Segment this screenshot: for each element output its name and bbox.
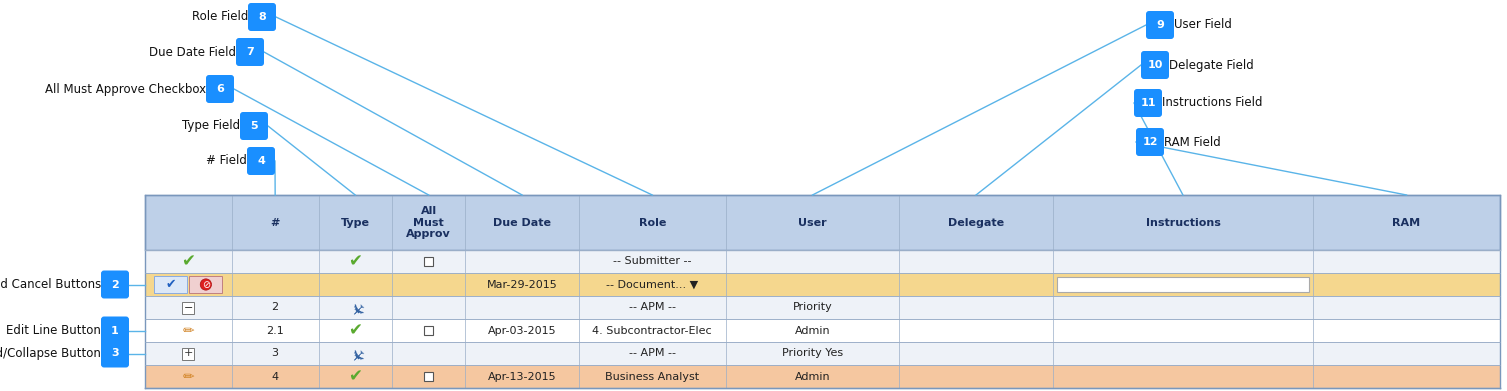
FancyBboxPatch shape xyxy=(249,3,276,31)
FancyBboxPatch shape xyxy=(237,38,264,66)
Bar xyxy=(145,365,1499,388)
FancyBboxPatch shape xyxy=(247,147,274,175)
Text: Admin: Admin xyxy=(794,325,830,335)
Text: 4. Subcontractor-Elec: 4. Subcontractor-Elec xyxy=(592,325,713,335)
Text: Admin: Admin xyxy=(794,371,830,382)
Text: ✏: ✏ xyxy=(182,323,194,337)
Text: −: − xyxy=(184,303,193,312)
Text: ✏: ✏ xyxy=(182,369,194,384)
Text: Save and Cancel Buttons: Save and Cancel Buttons xyxy=(0,278,101,291)
FancyBboxPatch shape xyxy=(240,112,268,140)
Text: RAM Field: RAM Field xyxy=(1163,136,1221,149)
Text: User Field: User Field xyxy=(1174,18,1231,32)
Text: #: # xyxy=(270,217,280,228)
Text: Due Date: Due Date xyxy=(493,217,552,228)
Text: 10: 10 xyxy=(1147,60,1163,70)
Text: All
Must
Approv: All Must Approv xyxy=(407,206,451,239)
Text: 8: 8 xyxy=(258,12,265,22)
Text: ✔: ✔ xyxy=(348,321,362,339)
Text: Role Field: Role Field xyxy=(191,11,249,23)
Text: Delegate Field: Delegate Field xyxy=(1169,59,1254,72)
Text: Instructions: Instructions xyxy=(1145,217,1221,228)
Bar xyxy=(423,257,433,266)
Text: Delegate: Delegate xyxy=(948,217,1004,228)
Text: -- APM --: -- APM -- xyxy=(628,303,675,312)
Text: 9: 9 xyxy=(1156,20,1163,30)
Bar xyxy=(190,276,223,292)
Text: ✈: ✈ xyxy=(344,296,366,319)
Bar xyxy=(145,296,1499,319)
Bar xyxy=(182,301,194,314)
Text: 12: 12 xyxy=(1142,137,1157,147)
Text: Edit Line Button: Edit Line Button xyxy=(6,324,101,337)
Text: 4: 4 xyxy=(258,156,265,166)
Text: 5: 5 xyxy=(250,121,258,131)
Text: Expand/Collapse Button: Expand/Collapse Button xyxy=(0,347,101,360)
Text: Mar-29-2015: Mar-29-2015 xyxy=(487,280,558,289)
Text: Role: Role xyxy=(639,217,666,228)
FancyBboxPatch shape xyxy=(101,271,130,298)
Text: ✔: ✔ xyxy=(348,253,362,271)
Bar xyxy=(145,319,1499,342)
Text: -- Document... ▼: -- Document... ▼ xyxy=(606,280,698,289)
Text: 2: 2 xyxy=(271,303,279,312)
Text: ⊘: ⊘ xyxy=(202,280,209,289)
Text: 3: 3 xyxy=(271,348,279,359)
Text: ✔: ✔ xyxy=(348,368,362,386)
Text: ✔: ✔ xyxy=(166,278,176,291)
Text: User: User xyxy=(799,217,827,228)
Text: Priority Yes: Priority Yes xyxy=(782,348,842,359)
Bar xyxy=(145,273,1499,296)
Circle shape xyxy=(200,279,211,290)
FancyBboxPatch shape xyxy=(101,316,130,344)
Bar xyxy=(145,195,1499,250)
Text: 1: 1 xyxy=(112,325,119,335)
FancyBboxPatch shape xyxy=(206,75,234,103)
Bar xyxy=(145,342,1499,365)
Text: -- Submitter --: -- Submitter -- xyxy=(613,256,692,267)
Text: Type: Type xyxy=(341,217,369,228)
Text: 11: 11 xyxy=(1141,98,1156,108)
FancyBboxPatch shape xyxy=(101,339,130,368)
Text: 2: 2 xyxy=(112,280,119,289)
Text: 3: 3 xyxy=(112,348,119,359)
Text: ✔: ✔ xyxy=(181,253,196,271)
Text: RAM: RAM xyxy=(1392,217,1421,228)
Bar xyxy=(182,348,194,359)
Text: Instructions Field: Instructions Field xyxy=(1162,97,1263,109)
FancyBboxPatch shape xyxy=(1141,51,1169,79)
Text: 6: 6 xyxy=(216,84,225,94)
Text: Apr-13-2015: Apr-13-2015 xyxy=(488,371,556,382)
Bar xyxy=(145,250,1499,273)
Text: Type Field: Type Field xyxy=(182,120,240,133)
Text: 2.1: 2.1 xyxy=(267,325,283,335)
Text: 7: 7 xyxy=(246,47,253,57)
Text: Business Analyst: Business Analyst xyxy=(606,371,699,382)
Text: +: + xyxy=(184,348,193,359)
Text: 4: 4 xyxy=(271,371,279,382)
FancyBboxPatch shape xyxy=(1145,11,1174,39)
Text: ✈: ✈ xyxy=(344,342,366,365)
Bar xyxy=(1056,277,1310,292)
FancyBboxPatch shape xyxy=(1136,128,1163,156)
Text: All Must Approve Checkbox: All Must Approve Checkbox xyxy=(45,83,206,95)
Bar xyxy=(423,372,433,381)
Text: # Field: # Field xyxy=(206,154,247,167)
FancyBboxPatch shape xyxy=(1133,89,1162,117)
Text: Due Date Field: Due Date Field xyxy=(149,45,237,59)
Text: Priority: Priority xyxy=(793,303,832,312)
Text: -- APM --: -- APM -- xyxy=(628,348,675,359)
Text: Apr-03-2015: Apr-03-2015 xyxy=(488,325,556,335)
Bar xyxy=(154,276,187,292)
Bar xyxy=(423,326,433,335)
